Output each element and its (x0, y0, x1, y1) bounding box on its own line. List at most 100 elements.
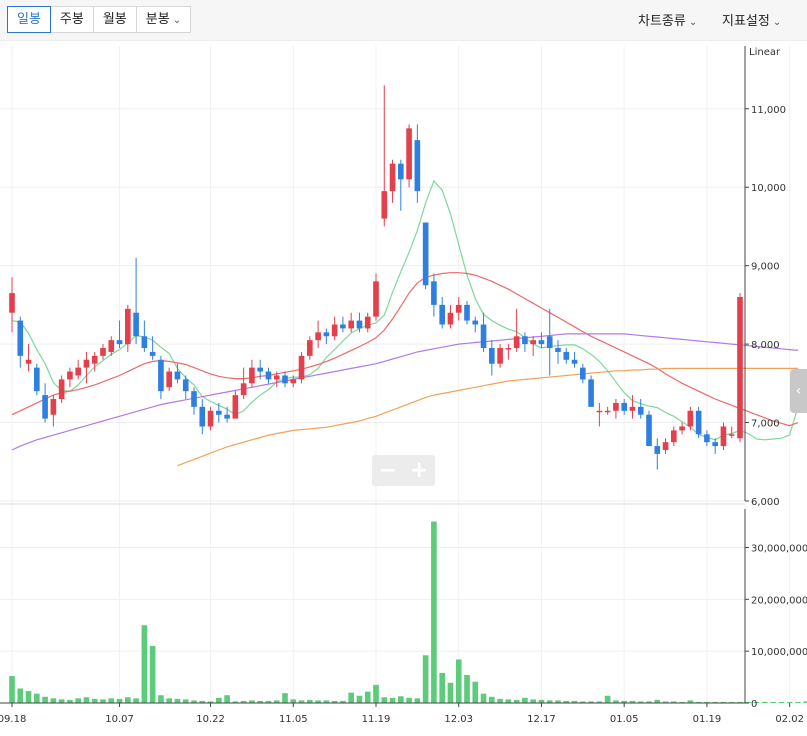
volume-bar (125, 697, 131, 703)
candle-body (17, 320, 24, 356)
candle-body (298, 355, 305, 380)
candle-body (439, 304, 445, 325)
indicator-dropdown[interactable]: 지표설정 ⌄ (722, 10, 781, 29)
volume-bar (398, 696, 404, 703)
candle-body (232, 395, 239, 419)
volume-bar (199, 700, 206, 703)
chart-type-dropdown[interactable]: 차트종류 ⌄ (638, 10, 697, 29)
volume-bar (538, 699, 545, 703)
candle-body (687, 410, 694, 427)
volume-bar (762, 701, 768, 703)
candle-body (67, 371, 73, 380)
volume-bar (530, 699, 536, 703)
candle-body (116, 340, 123, 345)
candle-body (555, 348, 561, 352)
volume-bar (588, 701, 594, 703)
tab-minute[interactable]: 분봉 ⌄ (135, 6, 192, 33)
volume-bar (249, 700, 255, 703)
volume-bar (629, 700, 636, 703)
chart-toolbar: 일봉 주봉 월봉 분봉 ⌄ 차트종류 ⌄ 지표설정 ⌄ (0, 0, 807, 41)
plus-icon[interactable]: + (410, 457, 429, 483)
stock-chart[interactable]: Linear 6,000 7,000 8,000 9,000 10,000 11,000 0… (0, 41, 807, 736)
tab-daily[interactable]: 일봉 (7, 6, 51, 33)
volume-bar (273, 700, 280, 703)
tab-monthly[interactable]: 월봉 (92, 6, 137, 33)
candle-body (737, 297, 743, 439)
volume-tick-label: 30,000,000 (751, 543, 807, 554)
volume-bar (224, 695, 230, 703)
volume-bar (216, 697, 222, 703)
candle-body (604, 410, 611, 413)
candle-body (50, 399, 57, 415)
candle-body (58, 379, 65, 400)
x-tick-label: 10.22 (196, 714, 225, 725)
volume-bar (232, 701, 239, 703)
volume-bar (373, 684, 379, 703)
volume-bar (505, 699, 512, 703)
tab-weekly[interactable]: 주봉 (49, 6, 94, 33)
volume-bar (555, 700, 561, 703)
candle-body (662, 442, 669, 451)
volume-bar (671, 701, 677, 703)
volume-bar (778, 701, 785, 703)
volume-bar (563, 700, 570, 703)
volume-bar (795, 701, 801, 703)
minus-icon[interactable]: − (378, 457, 397, 483)
candle-body (571, 359, 578, 364)
candle-body (637, 406, 644, 415)
volume-bar (315, 700, 321, 703)
candle-body (671, 430, 677, 443)
candle-body (373, 281, 379, 317)
indicator-label: 지표설정 (722, 14, 770, 29)
candle-body (455, 304, 462, 313)
candle-body (704, 434, 710, 443)
price-tick-label: 6,000 (751, 497, 780, 508)
candle-body (530, 340, 536, 345)
candle-body (546, 336, 553, 349)
candle-body (654, 446, 661, 454)
volume-bar (323, 700, 330, 703)
volume-bar (298, 700, 305, 703)
chart-type-label: 차트종류 (638, 14, 686, 29)
volume-bar (770, 701, 776, 703)
price-tick-label: 11,000 (751, 105, 786, 116)
scale-mode-label[interactable]: Linear (749, 47, 781, 58)
candle-body (273, 375, 280, 380)
volume-bar (447, 682, 454, 703)
candle-body (340, 324, 346, 329)
x-tick-label: 01.05 (610, 714, 639, 725)
volume-bar (604, 695, 611, 703)
candle-body (679, 426, 685, 431)
candle-body (513, 336, 520, 349)
period-tabs: 일봉 주봉 월봉 분봉 ⌄ (7, 6, 192, 33)
candle-body (629, 406, 636, 411)
candle-body (207, 410, 214, 427)
panel-toggle-button[interactable]: ‹ (790, 369, 807, 413)
candle-body (389, 163, 396, 192)
volume-bar (422, 655, 429, 703)
volume-bar (439, 672, 445, 703)
volume-bar (803, 701, 807, 703)
volume-bar (497, 698, 503, 703)
volume-bar (720, 701, 727, 703)
candle-body (712, 442, 718, 447)
chevron-down-icon: ⌄ (772, 17, 782, 28)
volume-bar (265, 700, 272, 703)
candle-body (447, 312, 454, 325)
candle-body (356, 320, 363, 329)
axes: Linear 6,000 7,000 8,000 9,000 10,000 11,000 0… (0, 46, 807, 725)
volume-bar (472, 681, 479, 703)
candle-body (522, 336, 528, 345)
chevron-left-icon: ‹ (795, 383, 802, 399)
volume-bar (17, 688, 24, 703)
candle-body (538, 340, 545, 345)
volume-bar (42, 696, 48, 703)
candle-body (381, 191, 388, 219)
candle-body (621, 402, 627, 411)
x-tick-label: 10.07 (105, 714, 134, 725)
volume-bar (546, 700, 553, 703)
volume-bar (464, 675, 470, 703)
tab-minute-label: 분봉 (145, 12, 170, 27)
candle-body (133, 312, 139, 337)
candle-body (728, 434, 735, 436)
